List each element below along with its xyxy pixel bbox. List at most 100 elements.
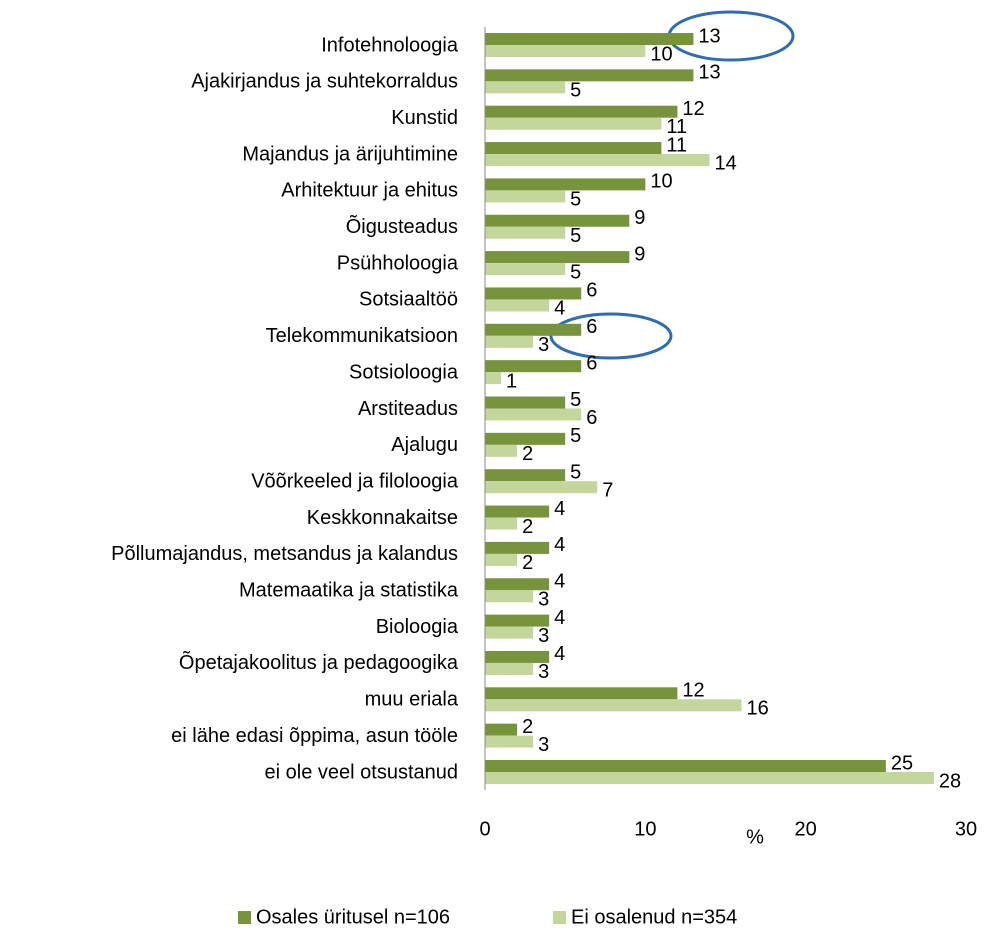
- bar: [485, 142, 662, 155]
- bar: [485, 578, 550, 591]
- value-label: 3: [538, 589, 549, 611]
- x-tick-label: 0: [479, 818, 490, 840]
- bar: [485, 263, 566, 276]
- bar: [485, 735, 534, 748]
- y-tick-label: Matemaatika ja statistika: [239, 580, 459, 602]
- bar: [485, 662, 534, 675]
- x-tick-label: 30: [955, 818, 977, 840]
- bar: [485, 760, 886, 772]
- y-tick-label: Arhitektuur ja ehitus: [281, 180, 458, 202]
- y-tick-label: Infotehnoloogia: [321, 34, 459, 56]
- bar: [485, 687, 678, 700]
- bar: [485, 723, 518, 736]
- bar: [485, 214, 630, 227]
- value-label: 10: [650, 43, 672, 65]
- highlight-ellipse: [549, 312, 673, 360]
- bar: [485, 178, 646, 191]
- value-label: 9: [634, 207, 645, 229]
- value-label: 6: [586, 316, 597, 338]
- bar: [485, 323, 582, 336]
- value-label: 12: [682, 680, 704, 702]
- bar: [485, 590, 534, 603]
- bar: [485, 117, 662, 130]
- y-tick-label: Telekommunikatsioon: [266, 325, 458, 347]
- value-label: 9: [634, 243, 645, 265]
- bar: [485, 614, 550, 627]
- legend-label: Ei osalenud n=354: [571, 906, 737, 928]
- value-label: 13: [698, 62, 720, 84]
- bar: [485, 335, 534, 348]
- y-tick-label: Majandus ja ärijuhtimine: [242, 143, 458, 165]
- bar: [485, 45, 646, 57]
- y-tick-label: Keskkonnakaitse: [307, 507, 458, 529]
- value-label: 5: [570, 261, 581, 283]
- bar: [485, 408, 582, 421]
- bar: [485, 154, 710, 167]
- value-label: 14: [714, 152, 736, 174]
- y-tick-label: Põllumajandus, metsandus ja kalandus: [111, 543, 458, 565]
- value-label: 3: [538, 334, 549, 356]
- y-tick-label: Sotsiaaltöö: [359, 289, 458, 311]
- value-label: 4: [554, 571, 565, 593]
- y-tick-label: Psühholoogia: [337, 252, 459, 274]
- y-tick-label: Õpetajakoolitus ja pedagoogika: [179, 650, 459, 674]
- value-label: 3: [538, 661, 549, 683]
- value-label: 2: [522, 516, 533, 538]
- y-tick-label: Bioloogia: [376, 616, 459, 638]
- bar: [485, 105, 678, 118]
- value-label: 5: [570, 425, 581, 447]
- y-tick-label: Õigusteadus: [346, 214, 458, 238]
- bar: [485, 33, 694, 45]
- y-tick-label: Sotsioloogia: [349, 361, 459, 383]
- bar: [485, 360, 582, 373]
- x-tick-label: 10: [634, 818, 656, 840]
- y-tick-label: muu eriala: [365, 689, 459, 711]
- value-label: 2: [522, 716, 533, 738]
- y-tick-label: Kunstid: [391, 107, 458, 129]
- value-label: 10: [650, 171, 672, 193]
- value-label: 2: [522, 443, 533, 465]
- value-label: 12: [682, 98, 704, 120]
- bar: [485, 251, 630, 264]
- bar: [485, 226, 566, 239]
- value-label: 5: [570, 225, 581, 247]
- value-label: 4: [554, 607, 565, 629]
- value-label: 1: [506, 370, 517, 392]
- value-label: 3: [538, 625, 549, 647]
- bar: [485, 372, 502, 385]
- y-tick-label: ei ole veel otsustanud: [265, 761, 458, 783]
- value-label: 5: [570, 461, 581, 483]
- bar: [485, 69, 694, 82]
- y-tick-label: Võõrkeeled ja filoloogia: [251, 470, 459, 492]
- value-label: 7: [602, 479, 613, 501]
- bar: [485, 541, 550, 554]
- bar: [485, 553, 518, 566]
- value-label: 5: [570, 389, 581, 411]
- value-label: 3: [538, 734, 549, 756]
- bar: [485, 505, 550, 518]
- value-label: 11: [666, 116, 687, 138]
- value-label: 28: [939, 770, 961, 792]
- value-label: 13: [698, 25, 720, 47]
- bar: [485, 626, 534, 639]
- legend-label: Osales üritusel n=106: [256, 906, 450, 928]
- x-axis-label: %: [746, 826, 764, 848]
- value-label: 2: [522, 552, 533, 574]
- bar: [485, 444, 518, 457]
- bar: [485, 699, 742, 712]
- bar: [485, 287, 582, 300]
- value-label: 4: [554, 534, 565, 556]
- bar: [485, 432, 566, 445]
- value-label: 11: [666, 134, 687, 156]
- bar: [485, 772, 934, 784]
- bar: [485, 299, 550, 312]
- bar: [485, 396, 566, 409]
- bar: [485, 81, 566, 94]
- bar: [485, 650, 550, 663]
- value-label: 16: [747, 698, 769, 720]
- value-label: 25: [891, 752, 913, 774]
- value-label: 5: [570, 80, 581, 102]
- bar: [485, 481, 598, 494]
- y-tick-label: Arstiteadus: [358, 398, 458, 420]
- y-tick-label: Ajakirjandus ja suhtekorraldus: [191, 71, 458, 93]
